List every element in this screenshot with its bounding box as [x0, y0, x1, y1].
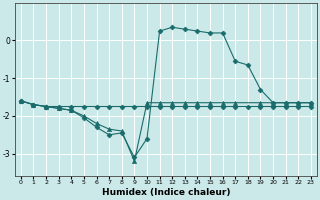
X-axis label: Humidex (Indice chaleur): Humidex (Indice chaleur) [102, 188, 230, 197]
